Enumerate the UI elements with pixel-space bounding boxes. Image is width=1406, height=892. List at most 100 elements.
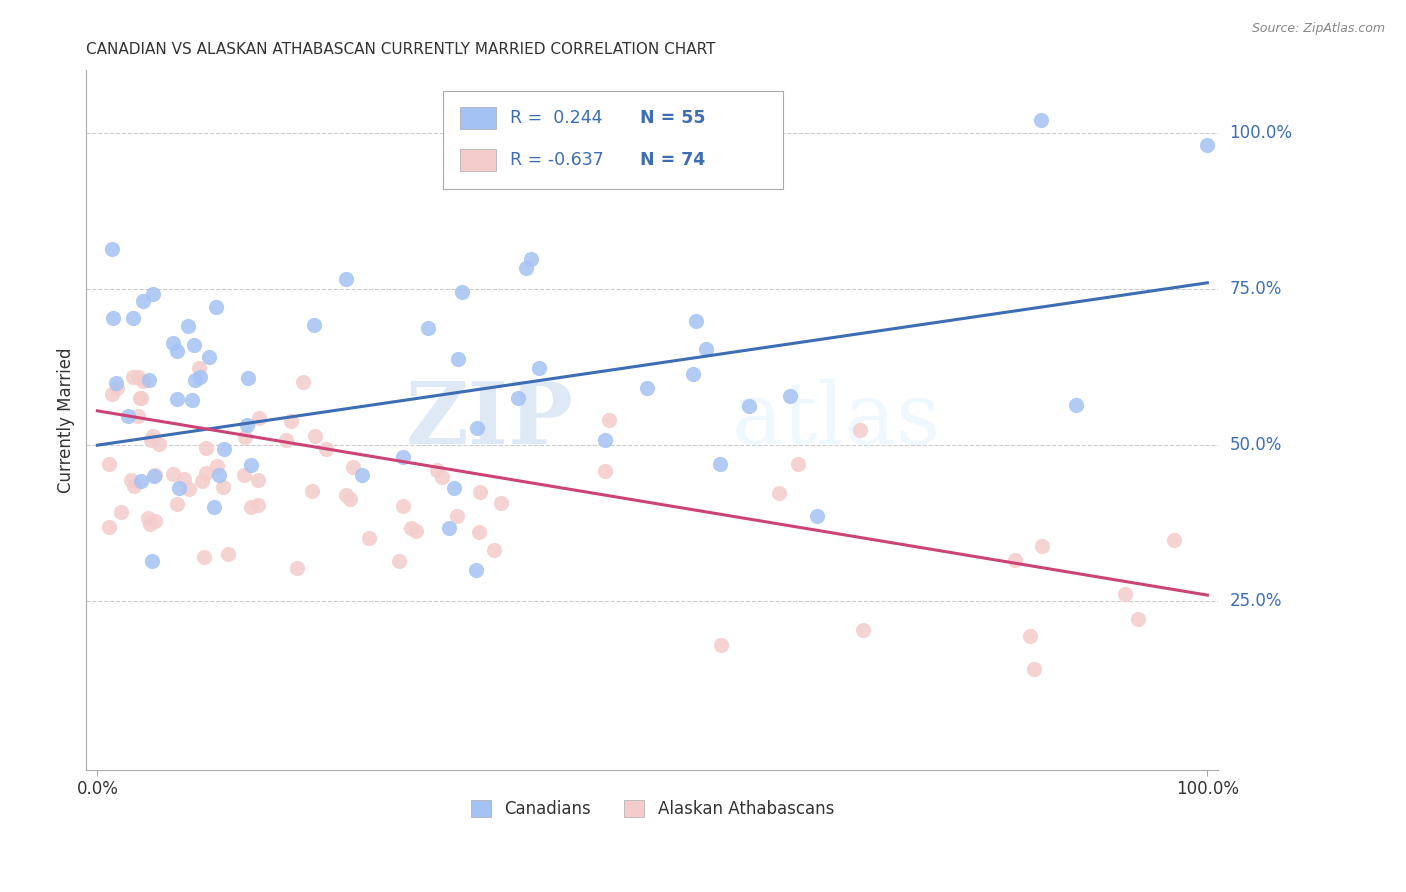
Point bbox=[685, 314, 707, 328]
Point bbox=[236, 417, 259, 432]
Point bbox=[207, 468, 229, 483]
Point bbox=[110, 505, 132, 519]
Point bbox=[122, 311, 145, 326]
Point bbox=[430, 470, 453, 484]
FancyBboxPatch shape bbox=[460, 149, 496, 171]
Point bbox=[1128, 612, 1150, 626]
Point bbox=[301, 484, 323, 499]
Point bbox=[304, 429, 326, 443]
Point bbox=[768, 486, 790, 500]
Point bbox=[1024, 662, 1046, 676]
Point bbox=[127, 409, 149, 423]
Point bbox=[446, 509, 468, 524]
Text: 50.0%: 50.0% bbox=[1230, 436, 1282, 454]
Point bbox=[852, 624, 875, 638]
Point bbox=[470, 484, 492, 499]
Point bbox=[198, 350, 221, 364]
Point bbox=[143, 468, 166, 483]
Point bbox=[190, 474, 212, 488]
Point bbox=[489, 496, 512, 510]
Point bbox=[339, 491, 361, 506]
Point bbox=[451, 285, 474, 300]
Point bbox=[247, 473, 270, 487]
Point bbox=[787, 457, 810, 471]
Point bbox=[240, 500, 263, 515]
FancyBboxPatch shape bbox=[443, 91, 783, 189]
Text: 100.0%: 100.0% bbox=[1230, 124, 1292, 142]
Point bbox=[173, 472, 195, 486]
Point bbox=[207, 459, 229, 474]
Point bbox=[143, 514, 166, 528]
Point bbox=[138, 373, 160, 387]
Point bbox=[202, 500, 225, 514]
Point bbox=[342, 459, 364, 474]
Point bbox=[247, 410, 270, 425]
Point bbox=[195, 466, 218, 480]
Point bbox=[129, 391, 152, 405]
Legend: Canadians, Alaskan Athabascans: Canadians, Alaskan Athabascans bbox=[464, 793, 841, 824]
Point bbox=[132, 293, 155, 308]
Point bbox=[212, 479, 235, 493]
Point bbox=[136, 511, 159, 525]
Point bbox=[139, 516, 162, 531]
Point bbox=[122, 370, 145, 384]
Point bbox=[166, 498, 188, 512]
Point bbox=[188, 370, 211, 384]
Point bbox=[391, 500, 413, 514]
Point bbox=[287, 561, 309, 575]
Point bbox=[292, 376, 315, 390]
Point bbox=[169, 481, 191, 495]
Point bbox=[195, 442, 218, 456]
Point bbox=[274, 433, 297, 447]
Point bbox=[849, 423, 872, 437]
Point bbox=[302, 318, 325, 332]
Point bbox=[120, 473, 142, 487]
Point bbox=[515, 260, 537, 275]
Y-axis label: Currently Married: Currently Married bbox=[58, 348, 75, 493]
Point bbox=[162, 335, 184, 350]
Point bbox=[1064, 398, 1087, 412]
Point bbox=[315, 442, 337, 457]
Point bbox=[184, 373, 207, 387]
Point bbox=[101, 311, 124, 326]
Point bbox=[193, 550, 215, 565]
Point bbox=[1031, 539, 1053, 553]
Point bbox=[506, 391, 529, 405]
Point bbox=[682, 367, 704, 381]
Text: R =  0.244: R = 0.244 bbox=[510, 109, 602, 127]
Text: N = 74: N = 74 bbox=[640, 151, 706, 169]
Point bbox=[98, 457, 121, 471]
Point bbox=[105, 376, 128, 390]
Point bbox=[105, 381, 128, 395]
Text: Source: ZipAtlas.com: Source: ZipAtlas.com bbox=[1251, 22, 1385, 36]
Point bbox=[233, 429, 256, 443]
Point bbox=[484, 543, 506, 558]
Point bbox=[236, 371, 259, 385]
Point bbox=[205, 300, 228, 314]
Point bbox=[1019, 629, 1042, 643]
Point bbox=[187, 361, 209, 376]
Point bbox=[352, 468, 374, 483]
Point bbox=[181, 392, 204, 407]
Point bbox=[142, 429, 165, 443]
Point bbox=[129, 474, 152, 488]
Point bbox=[806, 508, 828, 523]
Point bbox=[162, 467, 184, 481]
Point bbox=[426, 463, 449, 477]
Point bbox=[468, 524, 491, 539]
Point bbox=[177, 319, 200, 334]
Point bbox=[447, 351, 470, 366]
Point bbox=[232, 468, 254, 483]
Point bbox=[527, 361, 550, 376]
Point bbox=[166, 344, 188, 359]
Point bbox=[101, 243, 124, 257]
Point bbox=[101, 387, 124, 401]
Text: 25.0%: 25.0% bbox=[1230, 592, 1282, 610]
Point bbox=[183, 338, 205, 352]
Text: N = 55: N = 55 bbox=[640, 109, 706, 127]
Point bbox=[738, 399, 761, 413]
Point bbox=[1197, 138, 1219, 153]
Point bbox=[1163, 533, 1185, 548]
Point bbox=[217, 547, 239, 561]
Point bbox=[335, 272, 357, 286]
